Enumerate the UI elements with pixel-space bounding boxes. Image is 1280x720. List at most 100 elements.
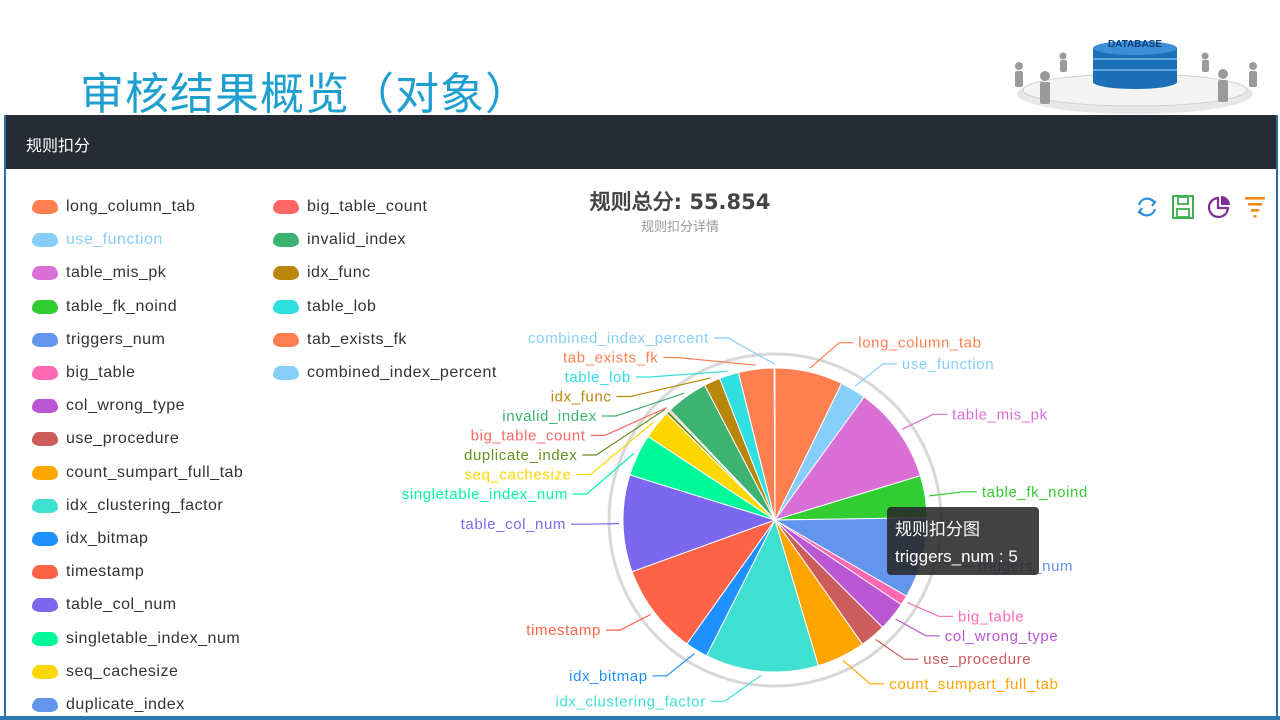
legend-item-singletable-index-num[interactable]: singletable_index_num [32,629,240,649]
legend-item-timestamp[interactable]: timestamp [32,562,144,582]
legend-item-seq-cachesize[interactable]: seq_cachesize [32,662,178,682]
legend-label: idx_bitmap [66,530,149,547]
slice-label-long-column-tab: long_column_tab [858,335,981,352]
legend-item-idx-clustering-factor[interactable]: idx_clustering_factor [32,496,223,516]
legend-label: combined_index_percent [307,364,497,381]
slice-label-table-mis-pk: table_mis_pk [952,406,1048,423]
legend-item-triggers-num[interactable]: triggers_num [32,330,165,350]
pie-slice-idx-clustering-factor[interactable] [705,518,819,673]
slice-label-use-function: use_function [902,356,994,373]
legend-swatch [32,532,58,546]
legend-swatch [32,332,58,347]
legend-swatch [273,200,299,214]
legend-item-big-table-count[interactable]: big_table_count [273,197,427,217]
legend-item-duplicate-index[interactable]: duplicate_index [32,695,185,715]
slice-label-table-col-num: table_col_num [461,516,566,533]
legend-label: triggers_num [66,330,166,348]
legend-label: count_sumpart_full_tab [66,463,244,481]
slice-label-idx-bitmap: idx_bitmap [569,668,648,685]
legend-swatch [273,299,299,314]
legend-swatch [32,565,58,580]
legend-swatch [32,598,58,613]
pie-slice-table-mis-pk[interactable] [773,396,922,521]
legend-swatch [32,200,58,214]
legend-item-combined-index-percent[interactable]: combined_index_percent [273,363,497,383]
panel-header: 规则扣分 [6,115,1276,169]
legend-swatch [32,498,58,513]
pie-slice-timestamp[interactable] [631,518,777,645]
legend-swatch [32,399,58,414]
legend-item-long-column-tab[interactable]: long_column_tab [32,197,195,217]
pie-slice-combined-index-percent[interactable] [773,367,776,521]
slice-label-duplicate-index: duplicate_index [464,447,577,464]
legend-item-table-mis-pk[interactable]: table_mis_pk [32,263,166,283]
legend-label: idx_clustering_factor [66,496,224,514]
slice-label-singletable-index-num: singletable_index_num [402,486,568,503]
legend-item-tab-exists-fk[interactable]: tab_exists_fk [273,330,407,350]
legend-swatch [32,432,58,447]
legend-label: big_table_count [307,198,428,215]
save-icon[interactable] [1170,194,1196,220]
tooltip-title: 规则扣分图 [895,520,980,539]
legend-label: table_col_num [66,596,177,614]
legend-item-invalid-index[interactable]: invalid_index [273,230,406,250]
database-logo: DATABASE [1015,39,1257,114]
slice-label-table-lob: table_lob [565,369,631,386]
slice-label-table-fk-noind: table_fk_noind [982,484,1088,501]
slice-label-timestamp: timestamp [526,622,601,639]
legend-swatch [273,366,299,380]
legend-item-table-col-num[interactable]: table_col_num [32,595,177,615]
chart-toolbox [1134,194,1268,220]
legend-swatch [273,332,299,347]
legend-item-count-sumpart-full-tab[interactable]: count_sumpart_full_tab [32,463,243,483]
slice-label-invalid-index: invalid_index [502,408,597,425]
legend-label: invalid_index [307,231,407,249]
legend-item-table-fk-noind[interactable]: table_fk_noind [32,297,177,317]
slice-label-big-table: big_table [958,608,1024,625]
chart-subtitle: 规则扣分详情 [640,220,719,235]
legend-swatch [32,631,58,646]
tooltip-text: triggers_num : 5 [895,547,1018,566]
legend-label: singletable_index_num [66,629,241,647]
slice-label-tab-exists-fk: tab_exists_fk [563,350,658,367]
slice-label-count-sumpart-full-tab: count_sumpart_full_tab [889,676,1058,693]
legend-label: use_function [66,231,163,249]
legend-swatch [32,299,58,314]
legend-item-big-table[interactable]: big_table [32,363,135,383]
refresh-icon[interactable] [1134,194,1160,220]
legend-item-use-function[interactable]: use_function [32,230,163,250]
legend-label: table_fk_noind [66,297,178,315]
legend-label: tab_exists_fk [307,330,407,348]
legend-swatch [32,698,58,712]
legend-label: seq_cachesize [66,662,179,680]
legend-label: duplicate_index [66,696,185,713]
logo-text: DATABASE [1108,39,1162,50]
legend-label: use_procedure [66,430,180,448]
legend-label: long_column_tab [66,198,196,215]
slide-title: 审核结果概览（对象） [80,69,530,120]
legend-item-col-wrong-type[interactable]: col_wrong_type [32,396,185,416]
legend-label: table_mis_pk [66,264,167,282]
legend-label: table_lob [307,297,377,315]
legend-item-table-lob[interactable]: table_lob [273,297,376,317]
bottom-rule [0,716,1280,720]
legend-item-idx-func[interactable]: idx_func [273,263,371,283]
pie-icon[interactable] [1206,194,1232,220]
funnel-icon[interactable] [1242,194,1268,220]
legend-swatch [32,465,58,480]
legend-swatch [32,233,58,248]
legend-swatch [273,233,299,248]
legend-swatch [273,266,299,281]
chart-tooltip: 规则扣分图 triggers_num : 5 [887,507,1039,575]
legend-item-use-procedure[interactable]: use_procedure [32,429,179,449]
slice-label-seq-cachesize: seq_cachesize [464,467,571,484]
legend-item-idx-bitmap[interactable]: idx_bitmap [32,529,148,549]
legend-label: col_wrong_type [66,397,186,415]
legend-swatch [32,366,58,380]
legend-label: idx_func [307,264,371,282]
slice-label-big-table-count: big_table_count [471,428,586,445]
slice-label-idx-clustering-factor: idx_clustering_factor [556,693,706,710]
legend-label: big_table [66,364,136,381]
chart-title: 规则总分: 55.854 [589,190,771,214]
